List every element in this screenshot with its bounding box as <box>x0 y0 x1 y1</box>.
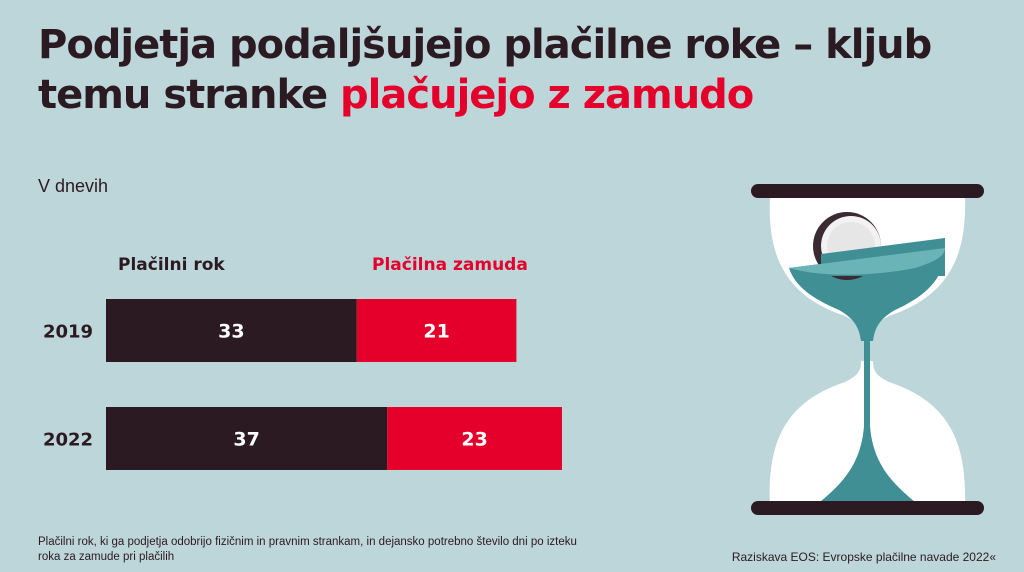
hourglass-coin-icon <box>751 184 984 515</box>
bar-payment-term-2019 <box>106 299 357 362</box>
bar-payment-term-2022 <box>106 407 388 470</box>
legend-payment-term: Plačilni rok <box>118 255 225 275</box>
title-main: Podjetja podaljšujejo plačilne roke – kl… <box>38 22 932 118</box>
source-note: Raziskava EOS: Evropske plačilne navade … <box>731 550 996 564</box>
hourglass-stream <box>864 336 870 436</box>
page-title: Podjetja podaljšujejo plačilne roke – kl… <box>38 20 978 120</box>
legend-payment-delay: Plačilna zamuda <box>372 255 528 275</box>
category-label-2022: 2022 <box>43 430 93 451</box>
coin-icon <box>789 212 945 280</box>
data-label-payment-delay-2022: 23 <box>461 429 487 451</box>
unit-label: V dnevih <box>38 176 109 196</box>
category-label-2019: 2019 <box>43 322 93 343</box>
title-highlight: plačujejo z zamudo <box>340 72 754 118</box>
data-label-payment-term-2022: 37 <box>233 429 259 451</box>
hourglass-top-cap <box>751 184 984 198</box>
footnote: Plačilni rok, ki ga podjetja odobrijo fi… <box>38 536 577 563</box>
bar-payment-delay-2022 <box>387 407 562 470</box>
bar-payment-delay-2019 <box>356 299 517 362</box>
data-label-payment-delay-2019: 21 <box>423 321 449 343</box>
hourglass-bottom-cap <box>751 501 984 515</box>
data-label-payment-term-2019: 33 <box>218 321 244 343</box>
hourglass-sand-lower <box>815 426 920 506</box>
